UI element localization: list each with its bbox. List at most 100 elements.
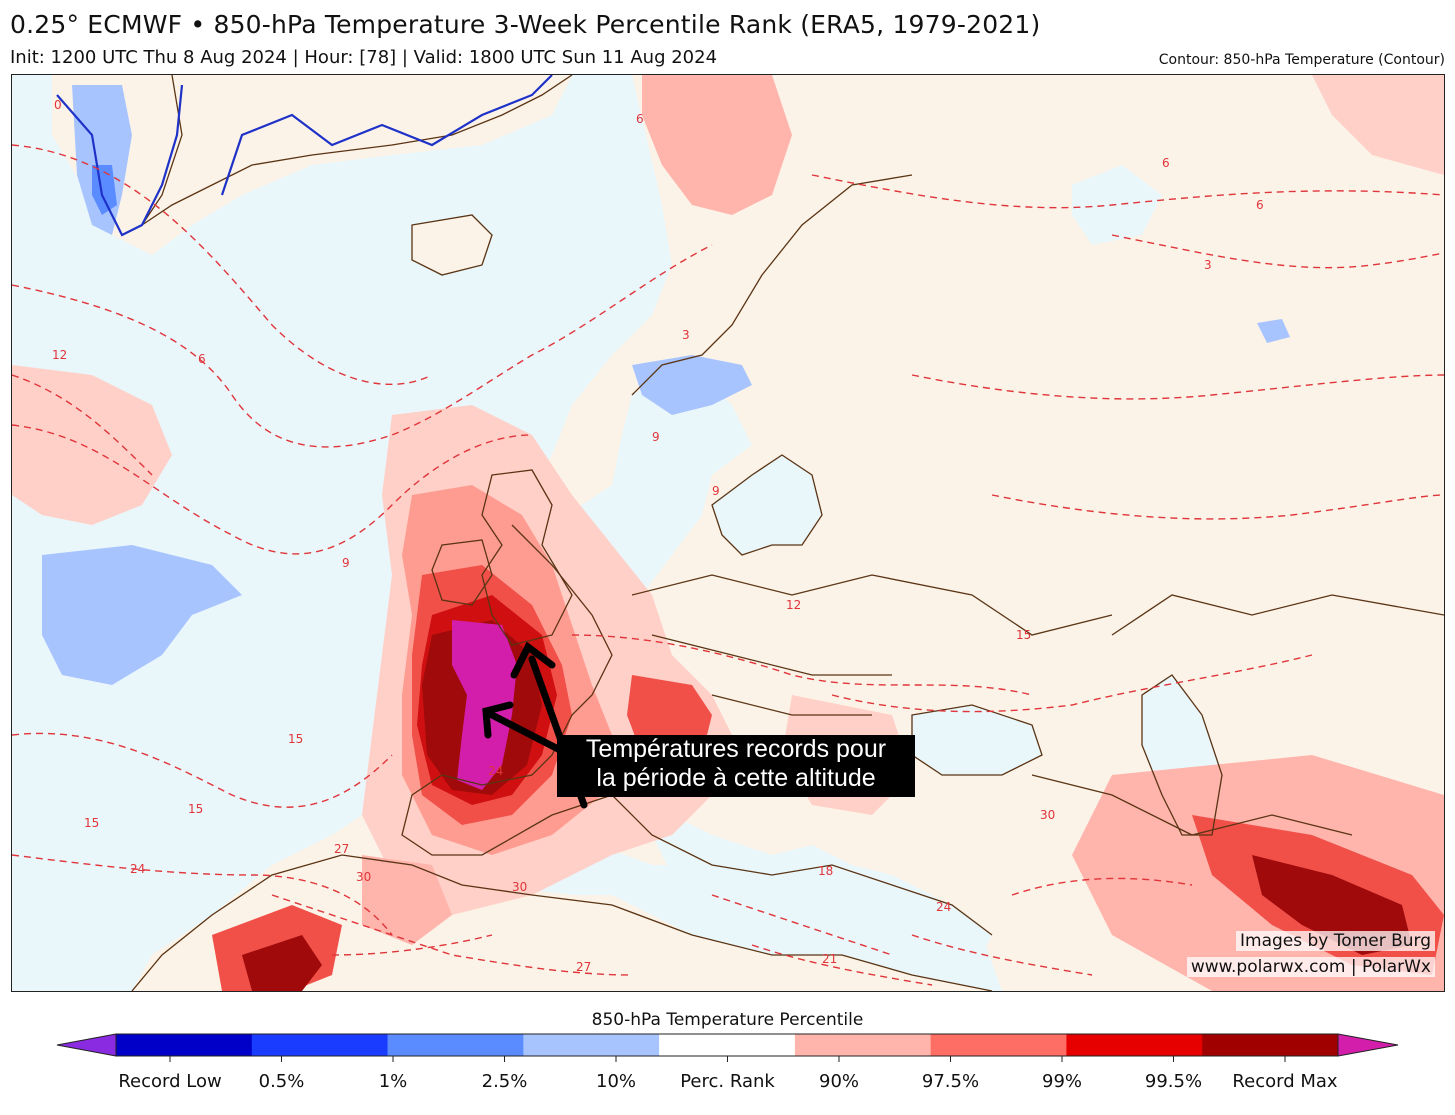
arrow-south-head (482, 701, 514, 739)
colorbar-label: 99% (1041, 1071, 1083, 1092)
contour-label: 3 (1204, 258, 1212, 272)
warm-sahara-hot (242, 935, 322, 991)
arrow-north-head (510, 641, 556, 679)
land-africa (132, 855, 992, 991)
cool-russia-spot (1257, 319, 1290, 343)
contour-label: 21 (822, 952, 837, 966)
isotherm-6 (12, 244, 713, 448)
colorbar-segment (1066, 1034, 1203, 1056)
colorbar-segment (523, 1034, 660, 1056)
colorbar-label: 90% (818, 1071, 860, 1092)
run-info: Init: 1200 UTC Thu 8 Aug 2024 | Hour: [7… (10, 47, 718, 68)
annotation-box: Températures records pour la période à c… (557, 735, 915, 797)
colorbar-label: 1% (378, 1071, 408, 1092)
contour-label: 30 (356, 870, 371, 884)
coast-norway (631, 174, 913, 396)
colorbar-label: Record Low (118, 1071, 222, 1092)
colorbar-segment (387, 1034, 524, 1056)
sea-baltic (712, 455, 822, 555)
colorbar-segment (251, 1034, 389, 1056)
contour-label: 6 (636, 112, 644, 126)
isotherm-6-east (811, 174, 1444, 209)
colorbar-label: 2.5% (481, 1071, 528, 1092)
border-lines (631, 574, 1444, 836)
warm-middle-east-hot (1252, 855, 1412, 955)
isotherm-24 (12, 854, 1093, 976)
isotherm-3-east (1111, 234, 1444, 269)
record-max-area (452, 620, 517, 790)
coast-ireland (431, 539, 493, 606)
coastline-layer (131, 75, 1444, 991)
sea-black (912, 705, 1042, 775)
warm-siberia-spot (1312, 75, 1444, 175)
contour-label: 24 (488, 764, 503, 778)
coast-iceland (411, 214, 493, 276)
isotherm-layer (12, 144, 1444, 986)
contour-label: 15 (1016, 628, 1031, 642)
coast-caspian (1141, 674, 1223, 836)
sea-white (1072, 165, 1162, 245)
contour-label: 24 (936, 900, 951, 914)
colorbar-segment (930, 1034, 1067, 1056)
coast-greenland (141, 75, 573, 226)
isotherm-3 (12, 144, 433, 386)
contour-label: 0 (54, 98, 62, 112)
coast-continent (401, 524, 993, 936)
arrow-south (488, 711, 566, 755)
cool-atlantic (42, 545, 242, 685)
colorbar-segment-record-low (56, 1033, 117, 1057)
isotherm-12-east (991, 494, 1444, 520)
colorbar-label: Perc. Rank (680, 1071, 775, 1092)
contour-label: 6 (1162, 156, 1170, 170)
contour-label: 18 (818, 864, 833, 878)
contour-label: 27 (576, 960, 591, 974)
contour-note: Contour: 850-hPa Temperature (Contour) (1158, 52, 1445, 68)
contour-label: 30 (1040, 808, 1055, 822)
colorbar-label: 0.5% (258, 1071, 305, 1092)
weather-map: 12 6 9 15 15 15 24 27 30 30 24 27 12 15 … (11, 74, 1445, 992)
annotation-line-2: la période à cette altitude (596, 764, 876, 792)
warm-north-africa (362, 855, 452, 945)
colorbar-label: 99.5% (1144, 1071, 1203, 1092)
colorbar-segment (116, 1034, 253, 1056)
contour-label: 9 (342, 556, 350, 570)
contour-label: 3 (682, 328, 690, 342)
warm-norwegian-sea (642, 75, 792, 215)
colorbar-label: 97.5% (921, 1071, 980, 1092)
contour-label: 6 (198, 352, 206, 366)
colorbar-segment (1202, 1034, 1339, 1056)
colorbar-segment (659, 1034, 796, 1056)
contour-label: 9 (652, 430, 660, 444)
colorbar-label: 10% (595, 1071, 637, 1092)
zero-contour-layer (56, 75, 553, 237)
contour-label: 24 (130, 862, 145, 876)
contour-label: 30 (512, 880, 527, 894)
isotherm-30 (331, 877, 1193, 956)
contour-label: 9 (712, 484, 720, 498)
contour-label: 27 (334, 842, 349, 856)
isotherm-9-east (911, 374, 1444, 400)
cool-greenland (72, 85, 132, 235)
credit-website: www.polarwx.com | PolarWx (1186, 957, 1435, 977)
contour-label: 15 (288, 732, 303, 746)
zero-contour-2 (220, 75, 553, 196)
colorbar-title: 850-hPa Temperature Percentile (591, 1010, 864, 1030)
credit-author: Images by Tomer Burg (1236, 931, 1435, 951)
zero-contour-1 (56, 84, 184, 237)
colorbar-segment (794, 1034, 932, 1056)
contour-label: 6 (1256, 198, 1264, 212)
coast-baltic (711, 454, 823, 556)
colorbar (56, 1033, 1399, 1062)
contour-label: 15 (188, 802, 203, 816)
coast-africa (131, 854, 993, 991)
isotherm-21 (751, 944, 933, 986)
contour-label: 12 (52, 348, 67, 362)
isotherm-12 (12, 374, 1033, 696)
contour-label-layer: 12 6 9 15 15 15 24 27 30 30 24 27 12 15 … (52, 98, 1264, 974)
coast-black-sea (911, 704, 1043, 776)
warm-atlantic-west (12, 365, 172, 525)
contour-label: 15 (84, 816, 99, 830)
cool-anomaly-layer (42, 85, 1290, 685)
chart-title: 0.25° ECMWF • 850-hPa Temperature 3-Week… (10, 10, 1041, 39)
cool-scandinavia (632, 355, 752, 415)
